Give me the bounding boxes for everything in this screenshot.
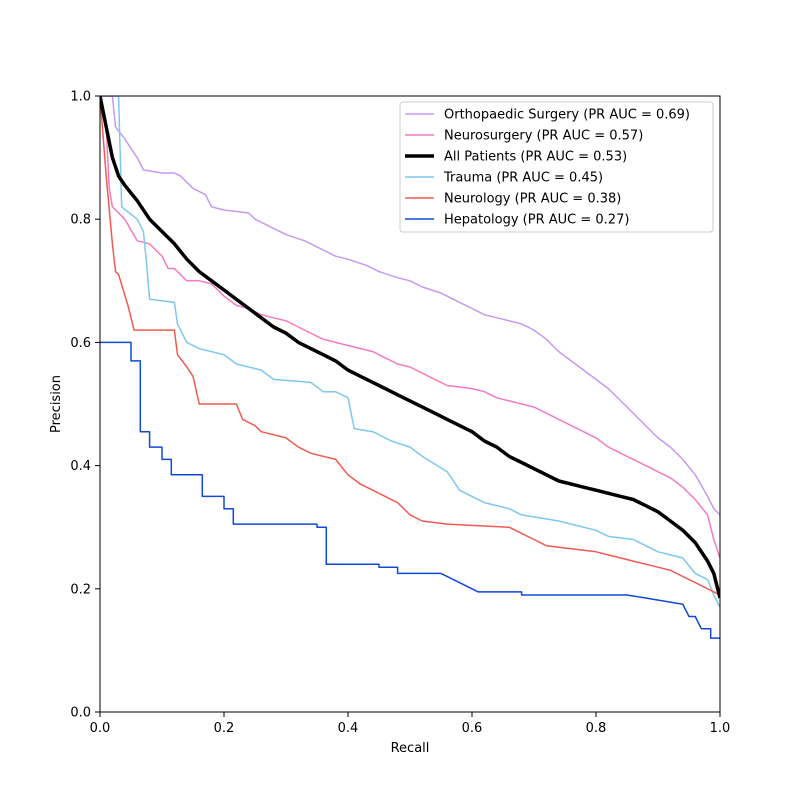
x-tick-label: 0.0: [90, 721, 111, 736]
y-tick-label: 0.2: [70, 582, 91, 597]
series-line-5: [100, 341, 720, 639]
y-tick-label: 0.6: [70, 336, 91, 351]
x-tick-label: 0.4: [338, 721, 359, 736]
legend-label: Trauma (PR AUC = 0.45): [443, 171, 603, 186]
legend-box: [399, 101, 714, 233]
legend-label: Orthopaedic Surgery (PR AUC = 0.69): [444, 108, 690, 123]
legend-label: Hepatology (PR AUC = 0.27): [444, 213, 629, 228]
series-line-4: [100, 96, 720, 596]
x-tick-label: 1.0: [710, 721, 731, 736]
series-line-2: [100, 96, 720, 599]
legend-label: Neurosurgery (PR AUC = 0.57): [444, 129, 643, 144]
x-tick-label: 0.6: [462, 721, 483, 736]
series-line-0: [100, 96, 720, 516]
y-axis-ticks: 0.0 0.2 0.4 0.6 0.8 1.0: [70, 90, 100, 721]
series-line-3: [100, 96, 720, 608]
x-axis-label: Recall: [391, 741, 430, 756]
legend-label: All Patients (PR AUC = 0.53): [444, 150, 627, 165]
series-layer: [100, 96, 720, 639]
y-tick-label: 0.0: [70, 706, 91, 721]
x-tick-label: 0.2: [214, 721, 235, 736]
legend-items: Orthopaedic Surgery (PR AUC = 0.69) Neuro…: [405, 108, 690, 228]
y-axis-label: Precision: [49, 375, 64, 433]
plot-frame: [99, 95, 721, 713]
y-tick-label: 1.0: [70, 90, 91, 105]
y-tick-label: 0.8: [70, 213, 91, 228]
series-line-1: [100, 96, 720, 559]
x-tick-label: 0.8: [586, 721, 607, 736]
x-axis-ticks: 0.0 0.2 0.4 0.6 0.8 1.0: [90, 712, 731, 736]
legend: Orthopaedic Surgery (PR AUC = 0.69) Neuro…: [399, 101, 714, 233]
legend-label: Neurology (PR AUC = 0.38): [444, 192, 621, 207]
y-tick-label: 0.4: [70, 459, 91, 474]
